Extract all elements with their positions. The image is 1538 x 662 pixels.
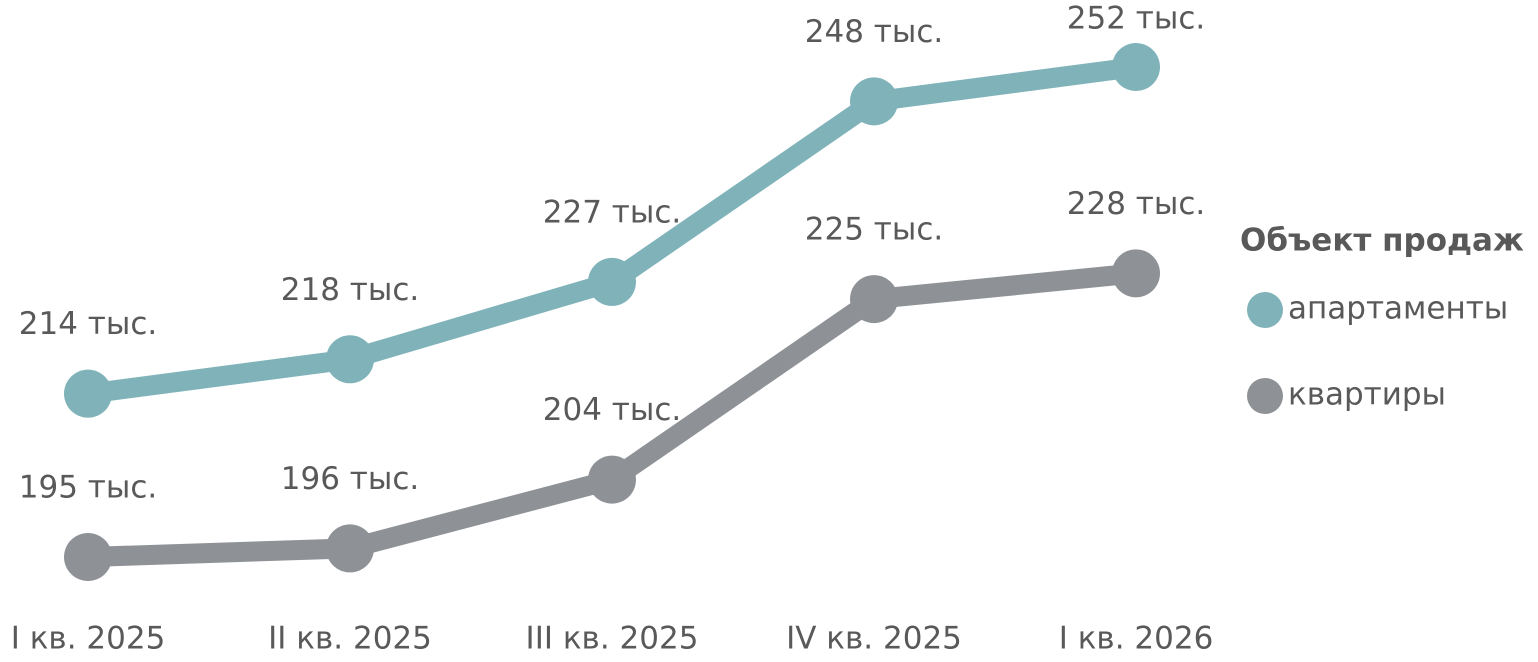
legend-marker xyxy=(1247,292,1283,328)
data-point xyxy=(588,455,636,504)
data-point xyxy=(588,257,636,306)
data-point xyxy=(850,275,898,324)
data-point xyxy=(326,335,374,384)
x-tick-label: I кв. 2025 xyxy=(11,621,166,657)
legend-label: квартиры xyxy=(1288,377,1446,413)
data-point xyxy=(1112,43,1160,91)
x-tick-label: II кв. 2025 xyxy=(268,621,432,657)
data-label: 228 тыс. xyxy=(1067,186,1205,222)
legend-label: апартаменты xyxy=(1288,291,1508,327)
x-tick-label: I кв. 2026 xyxy=(1059,621,1214,657)
data-point xyxy=(64,369,112,418)
data-label: 214 тыс. xyxy=(19,306,157,342)
data-point xyxy=(64,533,112,581)
data-point xyxy=(850,77,898,126)
data-label: 196 тыс. xyxy=(281,461,419,497)
data-label: 227 тыс. xyxy=(543,194,681,230)
data-label: 218 тыс. xyxy=(281,272,419,308)
data-label: 195 тыс. xyxy=(19,470,157,506)
x-tick-label: III кв. 2025 xyxy=(526,621,699,657)
data-point xyxy=(326,524,374,573)
data-label: 204 тыс. xyxy=(543,392,681,428)
legend-title: Объект продаж xyxy=(1240,223,1524,259)
data-label: 252 тыс. xyxy=(1067,1,1205,37)
data-point xyxy=(1112,249,1160,298)
data-label: 225 тыс. xyxy=(805,212,943,248)
x-tick-label: IV кв. 2025 xyxy=(786,621,962,657)
legend-marker xyxy=(1247,378,1283,414)
data-label: 248 тыс. xyxy=(805,14,943,50)
